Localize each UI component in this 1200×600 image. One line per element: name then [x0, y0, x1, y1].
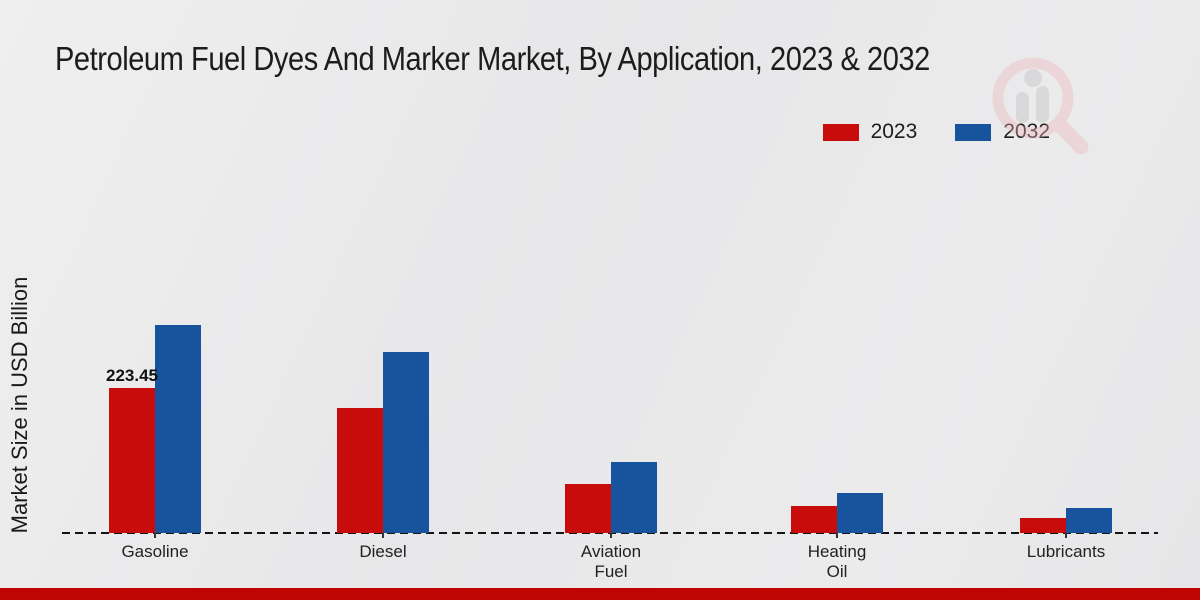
category-label-gasoline: Gasoline — [121, 542, 189, 561]
category-label-heating-oil: Heating Oil — [807, 542, 867, 581]
x-axis-tick-heating-oil — [836, 533, 838, 538]
bar-2032-heating-oil — [837, 493, 883, 533]
bar-2032-gasoline — [155, 325, 201, 533]
legend: 2023 2032 — [822, 120, 1050, 144]
legend-label-2032: 2032 — [1003, 120, 1050, 143]
bar-2023-lubricants — [1020, 518, 1066, 533]
category-label-lubricants: Lubricants — [1026, 542, 1106, 561]
magnifier-bar-chart-logo-icon — [975, 48, 1095, 163]
x-axis-tick-lubricants — [1065, 533, 1067, 538]
bar-2032-lubricants — [1066, 508, 1112, 533]
legend-item-2023: 2023 — [822, 120, 918, 144]
bar-2032-diesel — [383, 352, 429, 533]
category-label-diesel: Diesel — [359, 542, 407, 561]
bar-2023-aviation-fuel — [565, 484, 611, 533]
data-label-gasoline-2023: 223.45 — [106, 366, 158, 385]
chart-title: Petroleum Fuel Dyes And Marker Market, B… — [55, 40, 930, 77]
legend-swatch-2032 — [955, 123, 992, 141]
x-axis-tick-gasoline — [154, 533, 156, 538]
bar-2023-diesel — [337, 408, 383, 533]
legend-swatch-2023 — [822, 123, 859, 141]
bar-2023-gasoline — [109, 388, 155, 533]
legend-item-2032: 2032 — [955, 120, 1050, 144]
bar-2023-heating-oil — [791, 506, 837, 533]
legend-label-2023: 2023 — [870, 120, 918, 143]
bar-2032-aviation-fuel — [611, 462, 657, 533]
category-label-aviation-fuel: Aviation Fuel — [580, 542, 642, 581]
x-axis-tick-diesel — [382, 533, 384, 538]
footer-strip — [0, 588, 1200, 600]
x-axis-tick-aviation-fuel — [610, 533, 612, 538]
